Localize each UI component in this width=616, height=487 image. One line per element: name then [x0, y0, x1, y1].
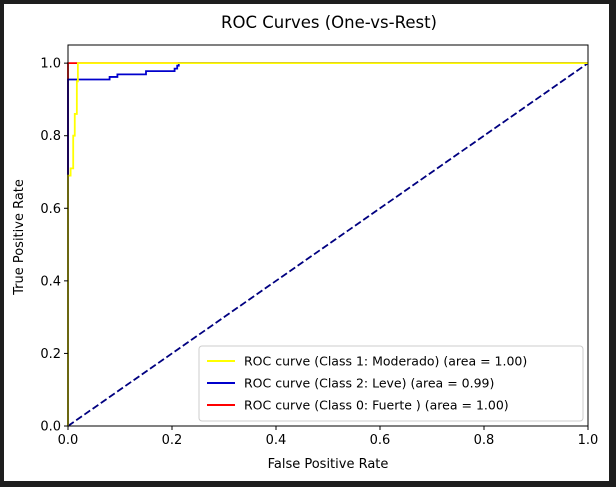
- legend-label: ROC curve (Class 0: Fuerte ) (area = 1.0…: [244, 398, 509, 413]
- legend-box: [198, 345, 584, 422]
- x-tick-label: 0.4: [266, 433, 287, 448]
- roc-chart: ROC Curves (One-vs-Rest) 0.0 0.2 0.4 0.6 0.8…: [12, 13, 599, 472]
- y-tick-label: 0.6: [40, 202, 61, 217]
- y-tick-label: 0.0: [40, 420, 61, 435]
- chart-title: ROC Curves (One-vs-Rest): [221, 13, 437, 32]
- x-tick-label: 1.0: [578, 433, 599, 448]
- chance-diagonal-line: [67, 62, 589, 427]
- y-tick-label: 0.4: [40, 274, 61, 289]
- legend-entries: ROC curve (Class 1: Moderado) (area = 1.…: [207, 354, 527, 413]
- x-tick-label: 0.6: [370, 433, 391, 448]
- legend-label: ROC curve (Class 2: Leve) (area = 0.99): [244, 376, 494, 391]
- y-axis-label: True Positive Rate: [12, 179, 27, 296]
- x-axis-label: False Positive Rate: [268, 457, 389, 472]
- y-axis-ticks: 0.0 0.2 0.4 0.6 0.8 1.0: [40, 57, 68, 435]
- x-tick-label: 0.0: [58, 433, 79, 448]
- x-axis-ticks: 0.0 0.2 0.4 0.6 0.8 1.0: [58, 426, 599, 448]
- legend-label: ROC curve (Class 1: Moderado) (area = 1.…: [244, 354, 527, 369]
- y-tick-label: 1.0: [40, 57, 61, 72]
- x-tick-label: 0.8: [474, 433, 495, 448]
- plot-border: [67, 44, 589, 427]
- legend: ROC curve (Class 1: Moderado) (area = 1.…: [198, 345, 584, 422]
- roc-series-line-2: [67, 62, 588, 426]
- roc-series-line-1: [67, 62, 588, 426]
- y-tick-label: 0.8: [40, 129, 61, 144]
- figure-frame: ROC Curves (One-vs-Rest) 0.0 0.2 0.4 0.6 0.8…: [4, 4, 609, 481]
- x-tick-label: 0.2: [162, 433, 183, 448]
- y-tick-label: 0.2: [40, 347, 61, 362]
